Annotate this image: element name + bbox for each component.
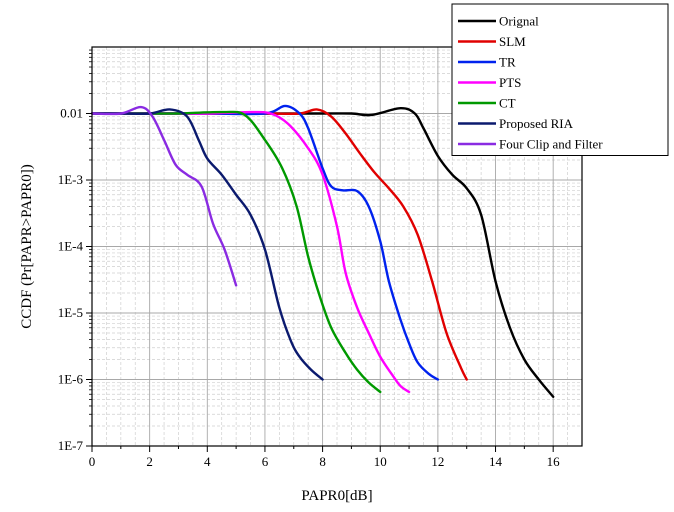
y-tick-label: 0.01 [60, 106, 83, 121]
x-tick-label: 6 [262, 454, 269, 469]
legend-label-slm: SLM [499, 34, 526, 49]
y-axis-title: CCDF (Pr[PAPR>PAPR0]) [19, 164, 35, 329]
legend-label-pts: PTS [499, 75, 521, 90]
series-line-ct [90, 110, 382, 394]
y-tick-label: 1E-6 [58, 372, 84, 387]
series-line-proposed-ria [90, 108, 324, 381]
x-tick-label: 10 [374, 454, 387, 469]
y-tick-label: 1E-4 [58, 239, 84, 254]
legend-label-proposed-ria: Proposed RIA [499, 116, 574, 131]
y-tick-label: 1E-5 [58, 305, 83, 320]
legend-label-orignal: Orignal [499, 14, 539, 29]
y-axis: 1E-7 1E-6 1E-5 1E-4 1E-3 0.01 [58, 49, 92, 453]
series-layer [90, 104, 555, 398]
x-axis: 0 2 4 6 8 10 12 14 16 [89, 446, 560, 469]
x-tick-label: 12 [431, 454, 444, 469]
x-tick-label: 2 [146, 454, 153, 469]
x-tick-label: 8 [319, 454, 326, 469]
legend-label-tr: TR [499, 55, 516, 70]
x-tick-label: 16 [547, 454, 561, 469]
legend-label-four-clip-and-filter: Four Clip and Filter [499, 137, 603, 152]
y-tick-label: 1E-3 [58, 172, 83, 187]
legend: Orignal SLM TR PTS CT Proposed RIA Four Clip a… [451, 3, 669, 156]
x-axis-title: PAPR0[dB] [301, 488, 372, 504]
x-tick-label: 4 [204, 454, 211, 469]
x-tick-label: 0 [89, 454, 96, 469]
series-line-four-clip-and-filter [90, 105, 238, 287]
legend-label-ct: CT [499, 96, 516, 111]
x-tick-label: 14 [489, 454, 503, 469]
legend-box [451, 3, 669, 156]
y-tick-label: 1E-7 [58, 438, 84, 453]
